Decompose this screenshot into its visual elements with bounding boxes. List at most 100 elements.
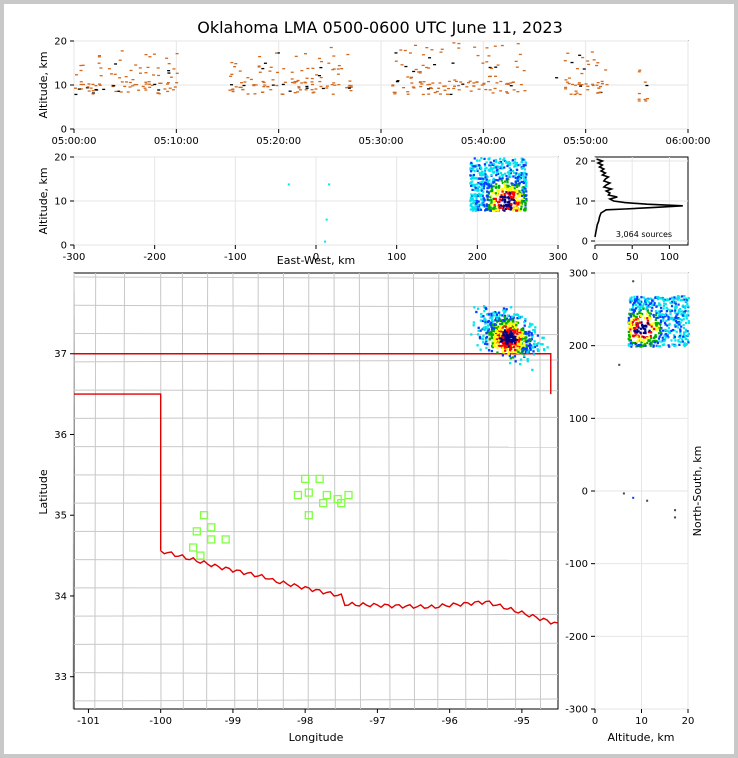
density-cell <box>489 184 493 187</box>
density-cell <box>498 177 501 180</box>
altitude-source-mark <box>152 53 156 55</box>
density-cell <box>659 323 662 326</box>
x-tick-label: 20 <box>682 716 695 727</box>
density-cell <box>499 322 502 326</box>
altitude-source-mark <box>329 46 333 49</box>
density-cell <box>508 173 511 176</box>
density-cell <box>524 182 528 185</box>
altitude-source-mark <box>109 73 113 75</box>
altitude-source-mark <box>144 72 148 74</box>
altitude-source-mark <box>165 57 169 59</box>
density-cell <box>685 330 688 333</box>
altitude-source-mark <box>144 89 148 91</box>
density-cell <box>505 342 508 345</box>
altitude-source-mark <box>410 82 414 84</box>
altitude-source-mark <box>173 86 177 88</box>
density-cell <box>488 331 491 334</box>
density-cell <box>668 322 671 325</box>
density-cell <box>469 208 472 211</box>
density-cell <box>511 318 514 321</box>
density-cell <box>537 349 540 353</box>
density-cell <box>673 297 676 300</box>
isolated-source <box>622 492 625 495</box>
density-cell <box>522 164 525 167</box>
density-cell <box>480 166 483 170</box>
altitude-source-mark <box>310 83 314 86</box>
altitude-source-mark <box>506 83 510 85</box>
density-cell <box>478 195 482 198</box>
density-cell <box>663 340 666 343</box>
density-cell <box>478 207 482 210</box>
density-cell <box>525 173 528 176</box>
density-cell <box>483 318 486 322</box>
density-cell <box>674 325 677 328</box>
altitude-source-mark <box>305 85 309 88</box>
density-cell <box>523 186 526 190</box>
density-cell <box>501 181 504 185</box>
altitude-source-mark <box>79 81 83 83</box>
density-cell <box>507 331 510 335</box>
altitude-source-mark <box>457 42 461 45</box>
density-cell <box>523 193 526 197</box>
density-cell <box>484 328 487 332</box>
density-cell <box>635 345 638 348</box>
density-cell <box>657 316 660 319</box>
altitude-source-mark <box>564 88 568 90</box>
altitude-source-mark <box>131 78 135 81</box>
density-cell <box>684 306 687 310</box>
altitude-source-mark <box>516 43 520 45</box>
density-cell <box>678 323 681 326</box>
altitude-source-mark <box>435 90 439 93</box>
altitude-source-mark <box>288 90 292 92</box>
density-cell <box>515 172 518 175</box>
density-cell <box>483 317 486 320</box>
density-cell <box>679 321 682 324</box>
altitude-source-mark <box>230 73 234 75</box>
density-cell <box>685 298 688 302</box>
north-south-vs-altitude-density <box>618 280 691 519</box>
density-cell <box>513 161 517 164</box>
altitude-source-mark <box>476 54 480 57</box>
density-cell <box>640 296 643 299</box>
density-cell <box>677 309 681 312</box>
density-cell <box>475 194 478 197</box>
density-cell <box>510 343 513 346</box>
x-tick-label: -200 <box>143 252 166 263</box>
density-cell <box>504 186 507 189</box>
density-cell <box>503 157 506 160</box>
altitude-source-mark <box>429 87 433 90</box>
density-cell <box>479 203 482 206</box>
density-cell <box>658 345 661 348</box>
density-cell <box>522 348 525 352</box>
density-cell <box>670 316 673 319</box>
density-cell <box>477 203 480 207</box>
density-cell <box>642 302 646 305</box>
x-tick-label: 100 <box>387 252 406 263</box>
density-cell <box>512 175 515 178</box>
density-cell <box>497 326 500 329</box>
altitude-source-mark <box>325 85 329 87</box>
altitude-source-mark <box>466 81 470 84</box>
density-cell <box>633 302 637 306</box>
density-cell <box>661 343 664 347</box>
county-line-horizontal <box>73 416 559 419</box>
altitude-source-mark <box>234 86 238 88</box>
density-cell <box>497 204 500 207</box>
density-cell <box>665 319 668 322</box>
density-cell <box>518 334 522 337</box>
altitude-source-mark <box>485 47 489 49</box>
altitude-vs-east-west-x-ticks: -300 -200 -100 0 100 200 300 <box>63 245 568 263</box>
density-cell <box>510 182 513 185</box>
density-cell <box>480 198 483 201</box>
density-cell <box>473 157 476 160</box>
density-cell <box>479 208 483 211</box>
altitude-source-mark <box>349 86 353 88</box>
density-cell <box>629 308 632 311</box>
density-cell <box>501 335 504 338</box>
density-cell <box>522 175 525 178</box>
density-cell <box>505 321 508 325</box>
altitude-source-mark <box>418 71 422 73</box>
altitude-source-mark <box>330 83 334 86</box>
density-cell <box>633 295 636 298</box>
